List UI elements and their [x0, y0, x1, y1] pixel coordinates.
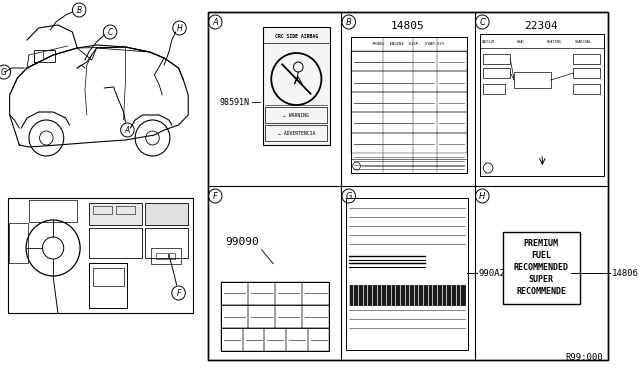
Text: C: C [108, 28, 113, 36]
Bar [221, 305, 330, 328]
Bar [351, 71, 467, 92]
Text: R99:000: R99:000 [566, 353, 604, 362]
Bar [34, 50, 55, 62]
Bar [264, 328, 286, 351]
Bar [29, 200, 77, 222]
Bar [89, 203, 142, 225]
Text: MODEL  ENGINE  DISP.  EVAP-SYS: MODEL ENGINE DISP. EVAP-SYS [373, 42, 444, 46]
Bar [248, 282, 275, 305]
Text: ⚠ WARNING: ⚠ WARNING [284, 112, 309, 118]
Bar [351, 37, 467, 173]
Bar [573, 84, 600, 94]
Text: RECOMMENDED: RECOMMENDED [514, 263, 569, 272]
Bar [93, 206, 112, 214]
Bar [266, 125, 327, 141]
Bar [150, 248, 182, 264]
Bar [302, 282, 330, 305]
Bar [221, 282, 330, 305]
Bar [351, 51, 467, 71]
Bar [9, 223, 28, 263]
Text: F: F [213, 192, 218, 201]
Text: ⚠ ADVERTENCIA: ⚠ ADVERTENCIA [278, 131, 315, 135]
Text: FUEL: FUEL [531, 250, 551, 260]
Bar [221, 328, 330, 351]
Bar [89, 263, 127, 308]
Bar [308, 328, 330, 351]
Bar [93, 268, 124, 286]
Text: 14806: 14806 [612, 269, 639, 278]
Text: HEATING: HEATING [547, 40, 562, 44]
Bar [145, 203, 188, 225]
Bar [248, 305, 275, 328]
Text: 22304: 22304 [525, 21, 558, 31]
Bar [169, 253, 175, 259]
Bar [207, 12, 608, 360]
Text: VACUUM: VACUUM [483, 40, 495, 44]
Bar [573, 54, 600, 64]
Bar [262, 27, 330, 145]
Bar [221, 328, 243, 351]
Bar [349, 285, 465, 305]
Bar [286, 328, 308, 351]
Bar [483, 84, 504, 94]
Bar [483, 68, 510, 78]
Bar [221, 282, 330, 351]
Bar [351, 92, 467, 112]
Text: H: H [479, 192, 485, 201]
Text: HVAC: HVAC [517, 40, 525, 44]
Text: G: G [1, 67, 7, 77]
Text: B: B [77, 6, 82, 15]
Bar [221, 282, 248, 305]
Text: PREMIUM: PREMIUM [524, 238, 559, 247]
Bar [351, 132, 467, 153]
Text: A: A [212, 17, 218, 26]
Bar [275, 282, 302, 305]
Text: F: F [177, 289, 180, 298]
Text: CHARCOAL: CHARCOAL [575, 40, 592, 44]
Text: G: G [346, 192, 352, 201]
Text: 99090: 99090 [225, 237, 259, 247]
Bar [514, 72, 551, 88]
Text: CRC SIDE AIRBAG: CRC SIDE AIRBAG [275, 33, 318, 38]
Bar [207, 12, 608, 360]
Bar [89, 228, 142, 258]
Bar [302, 305, 330, 328]
Bar [8, 198, 193, 313]
Bar [243, 328, 264, 351]
Bar [221, 305, 248, 328]
Bar [145, 228, 188, 258]
Bar [275, 305, 302, 328]
Text: RECOMMENDE: RECOMMENDE [516, 286, 566, 295]
Bar [346, 198, 468, 350]
Text: 14805: 14805 [391, 21, 425, 31]
Bar [503, 232, 580, 304]
Text: 98591N: 98591N [219, 98, 249, 107]
Bar [573, 68, 600, 78]
Bar [481, 34, 604, 176]
Bar [483, 54, 510, 64]
Text: C: C [479, 17, 485, 26]
Bar [351, 159, 467, 173]
Text: H: H [177, 23, 182, 32]
Text: SUPER: SUPER [529, 275, 554, 283]
Bar [351, 112, 467, 132]
Text: A: A [125, 125, 130, 135]
Bar [351, 37, 467, 51]
Text: 990A2: 990A2 [479, 269, 506, 278]
Bar [266, 107, 327, 123]
Text: B: B [346, 17, 351, 26]
Bar [116, 206, 135, 214]
Bar [156, 253, 168, 259]
